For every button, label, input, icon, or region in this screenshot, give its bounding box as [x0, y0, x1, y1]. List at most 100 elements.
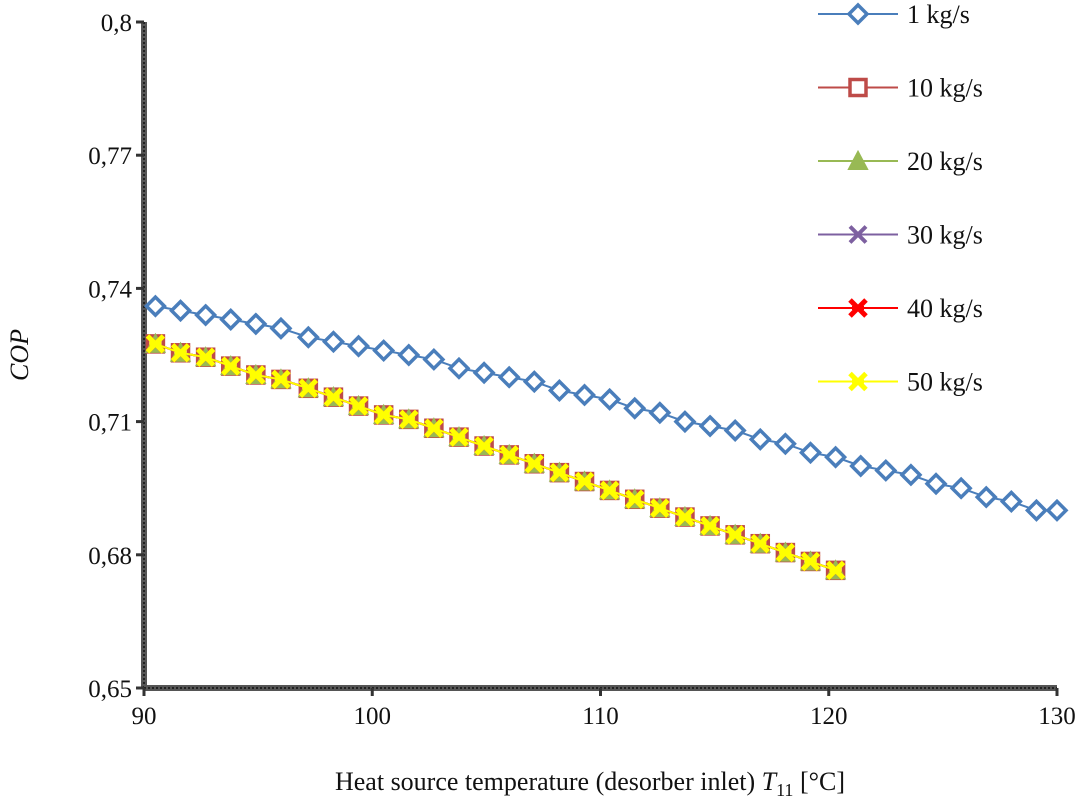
data-point	[874, 458, 898, 482]
data-point	[323, 387, 344, 407]
y-tick-label: 0,8	[101, 10, 132, 37]
data-point	[422, 347, 446, 371]
data-point	[397, 343, 421, 367]
data-point	[424, 418, 444, 439]
legend-label: 40 kg/s	[907, 294, 983, 323]
data-point	[725, 525, 745, 545]
data-point	[1024, 498, 1048, 522]
data-point	[246, 365, 266, 385]
data-point	[169, 299, 192, 323]
y-tick-label: 0,77	[88, 143, 132, 170]
data-point	[497, 365, 521, 389]
x-axis-title: Heat source temperature (desorber inlet)…	[335, 767, 845, 800]
data-point	[599, 480, 620, 501]
legend-marker	[846, 2, 870, 26]
data-point	[143, 294, 167, 318]
data-point	[775, 542, 796, 563]
x-tick-label: 120	[810, 703, 848, 730]
data-point	[698, 414, 722, 438]
data-point	[623, 396, 647, 420]
axes: 0,65 0,68 0,71 0,74 0,77 0,8 90 100 110 120 130	[88, 10, 1076, 730]
y-tick-label: 0,71	[88, 410, 132, 437]
data-point	[549, 462, 570, 483]
data-point	[399, 409, 419, 430]
x-axis-title-subscript: 11	[776, 780, 793, 800]
data-point	[499, 445, 519, 465]
data-point	[574, 471, 595, 492]
data-point	[750, 533, 771, 554]
data-point	[145, 334, 166, 354]
data-point	[271, 369, 291, 390]
legend-label: 50 kg/s	[907, 368, 983, 397]
legend-item: 40 kg/s	[818, 294, 983, 323]
data-point	[348, 396, 369, 416]
legend-item: 50 kg/s	[818, 368, 983, 397]
series-50-kg-s	[145, 334, 846, 581]
data-point	[372, 339, 396, 363]
series-line	[155, 342, 836, 572]
series-layer	[143, 294, 1069, 581]
legend-marker	[848, 371, 868, 392]
data-point	[524, 454, 545, 474]
legend-label: 30 kg/s	[907, 221, 983, 250]
legend-label: 20 kg/s	[907, 147, 983, 176]
y-tick-label: 0,65	[88, 676, 132, 703]
data-point	[624, 489, 645, 510]
data-point	[648, 401, 672, 425]
data-point	[195, 347, 216, 367]
data-point	[974, 485, 998, 509]
legend-marker	[848, 298, 868, 318]
marker-stroke	[848, 225, 868, 244]
data-point	[474, 436, 494, 456]
data-point	[1045, 498, 1069, 522]
legend-marker	[848, 77, 868, 98]
legend-marker	[848, 225, 868, 244]
data-point	[924, 472, 948, 496]
data-point	[598, 387, 622, 411]
data-point	[700, 516, 720, 536]
data-point	[999, 490, 1023, 513]
series-line	[155, 305, 1057, 512]
data-point	[447, 356, 471, 380]
data-point	[650, 498, 670, 518]
data-point	[573, 383, 596, 407]
data-point	[373, 405, 394, 425]
data-point	[347, 334, 371, 358]
data-point	[949, 476, 973, 500]
series-1-kg-s	[143, 294, 1069, 522]
legend-label: 10 kg/s	[907, 74, 983, 103]
data-point	[170, 343, 191, 363]
data-point	[298, 378, 319, 399]
data-point	[296, 325, 320, 349]
data-point	[321, 330, 345, 354]
legend-item: 1 kg/s	[818, 0, 970, 29]
legend-item: 10 kg/s	[818, 74, 983, 103]
data-point	[522, 370, 546, 394]
data-point	[219, 308, 243, 331]
legend-marker	[847, 149, 869, 170]
y-tick-label: 0,68	[88, 543, 132, 570]
data-point	[824, 445, 848, 469]
data-point	[449, 427, 469, 447]
data-point	[673, 410, 697, 434]
data-point	[220, 356, 241, 376]
x-tick-label: 130	[1038, 703, 1076, 730]
legend-item: 20 kg/s	[818, 147, 983, 176]
data-point	[244, 312, 268, 336]
data-point	[472, 361, 496, 385]
x-axis-title-symbol: T	[762, 767, 778, 796]
y-tick-label: 0,74	[88, 276, 132, 303]
data-point	[194, 303, 218, 327]
data-point	[799, 441, 822, 465]
x-axis-title-unit: [°C]	[793, 767, 845, 796]
data-point	[773, 432, 797, 456]
data-point	[547, 379, 571, 402]
x-axis-title-text: Heat source temperature (desorber inlet)	[335, 767, 762, 796]
legend-label: 1 kg/s	[907, 0, 970, 29]
legend: 1 kg/s 10 kg/s 20 kg/s 30 kg/s 40 kg/s 50 kg/…	[818, 0, 983, 397]
y-axis-title: COP	[5, 329, 34, 381]
x-tick-label: 110	[582, 703, 619, 730]
data-point	[899, 463, 923, 487]
x-tick-label: 100	[354, 703, 392, 730]
x-tick-label: 90	[132, 703, 157, 730]
